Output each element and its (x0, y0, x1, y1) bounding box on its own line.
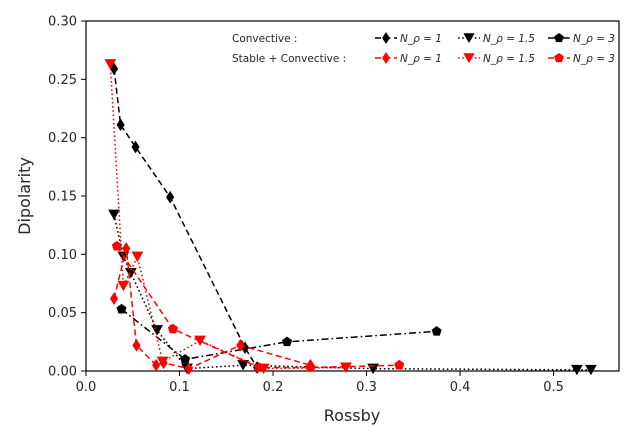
y-tick-label: 0.05 (48, 306, 77, 321)
legend: Convective : N_ρ = 1 N_ρ = 1.5 N_ρ = 3 Stabl… (232, 31, 615, 65)
data-point (109, 292, 119, 306)
data-point (117, 280, 130, 292)
data-point (116, 118, 125, 132)
legend-group-label: Stable + Convective : (232, 53, 346, 65)
x-tick-label: 0.3 (356, 380, 377, 395)
legend-entry-label: N_ρ = 1.5 (483, 33, 535, 45)
legend-marker (554, 32, 564, 43)
legend-group-label: Convective : (232, 33, 297, 45)
legend-marker (463, 33, 475, 44)
series-line (111, 240, 405, 372)
x-tick-label: 0.4 (450, 380, 471, 395)
data-point (111, 240, 122, 251)
series-layer (104, 59, 597, 376)
x-tick-label: 0.1 (169, 380, 190, 395)
y-tick-label: 0.10 (48, 248, 77, 263)
y-axis-label: Dipolarity (15, 157, 34, 235)
legend-entry-label: N_ρ = 3 (573, 33, 615, 45)
x-axis-label: Rossby (324, 406, 380, 425)
data-point (116, 303, 127, 314)
data-point (282, 336, 293, 347)
data-point (194, 335, 206, 347)
data-point (180, 354, 191, 364)
series-line (109, 242, 315, 376)
data-point (156, 356, 169, 368)
data-point (132, 338, 141, 352)
x-tick-label: 0.0 (76, 380, 97, 395)
data-point (340, 362, 352, 373)
legend-marker (382, 31, 390, 45)
series-path (113, 214, 591, 371)
legend-marker (554, 52, 564, 63)
data-point (122, 242, 131, 255)
series-path (113, 68, 258, 368)
data-point (131, 140, 140, 154)
data-point (184, 362, 193, 376)
y-tick-label: 0.30 (48, 15, 77, 30)
data-point (167, 323, 179, 334)
series-path (121, 308, 437, 361)
data-point (104, 59, 117, 70)
y-tick-label: 0.00 (48, 365, 77, 380)
y-tick-label: 0.20 (48, 131, 77, 146)
data-point (253, 362, 265, 372)
x-tick-label: 0.2 (263, 380, 284, 395)
data-point (431, 326, 442, 336)
legend-entry-label: N_ρ = 1 (400, 33, 442, 45)
series-path (113, 248, 311, 370)
y-tick-label: 0.15 (48, 190, 77, 205)
data-point (152, 358, 161, 372)
series-line (108, 209, 597, 376)
data-point (131, 251, 144, 263)
x-tick-label: 0.5 (543, 380, 564, 395)
legend-entry-label: N_ρ = 1 (400, 53, 442, 65)
series-line (109, 62, 262, 374)
legend-marker (463, 53, 475, 64)
axes: 0.0 0.1 0.2 0.3 0.4 0.5 0.00 0.05 0.10 0.15 0.20 0.… (48, 15, 620, 395)
data-point (305, 362, 316, 372)
y-tick-label: 0.25 (48, 73, 77, 88)
legend-entry-label: N_ρ = 3 (573, 53, 615, 65)
legend-entry-label: N_ρ = 1.5 (483, 53, 535, 65)
series-line (104, 59, 352, 375)
data-point (394, 359, 405, 370)
data-point (571, 364, 583, 376)
series-line (116, 303, 442, 364)
data-point (166, 190, 175, 204)
series-path (109, 64, 346, 370)
data-point (585, 364, 597, 376)
legend-marker (382, 51, 390, 65)
data-point (108, 209, 120, 221)
data-point (236, 338, 245, 352)
